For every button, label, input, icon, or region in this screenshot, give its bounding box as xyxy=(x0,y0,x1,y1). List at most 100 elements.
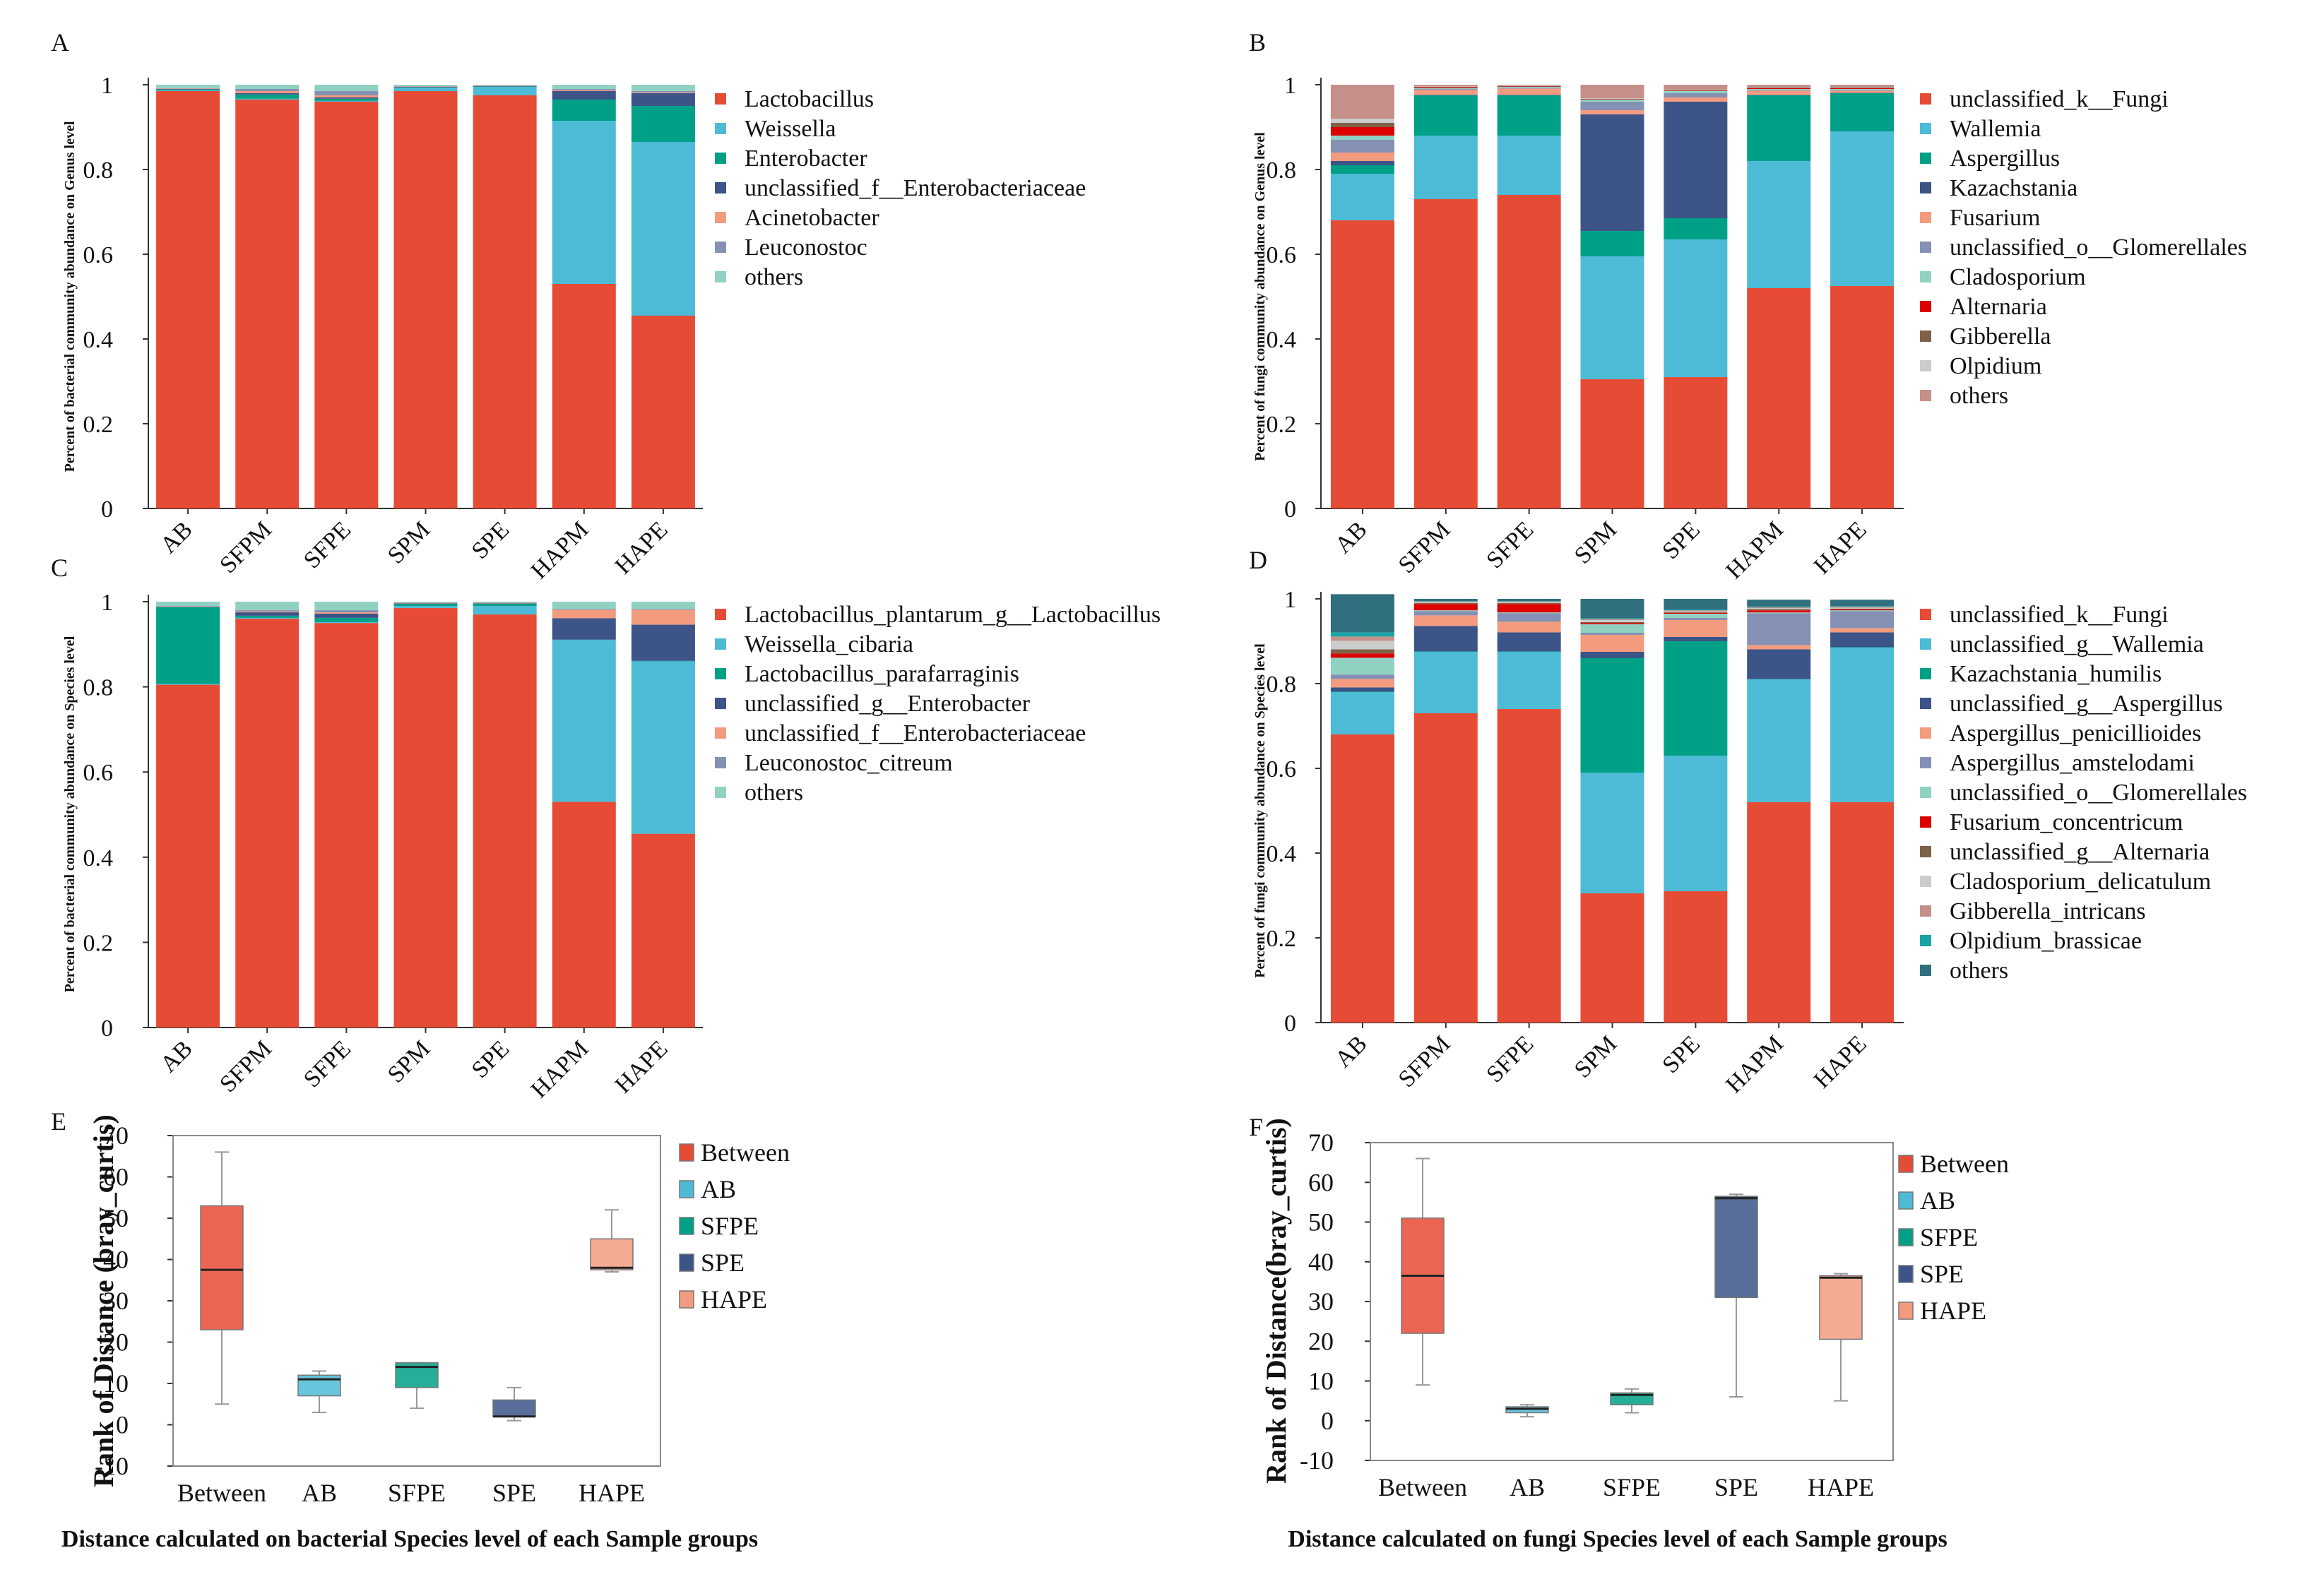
bar-segment-spm-5 xyxy=(1580,102,1644,110)
panel-label: B xyxy=(1249,28,1266,56)
bar-segment-sfpe-8 xyxy=(1497,603,1561,605)
bar-segment-spm-9 xyxy=(1580,98,1644,99)
bar-segment-sfpm-0 xyxy=(1413,713,1478,1023)
bar-segment-sfpm-2 xyxy=(235,615,300,618)
bar-segment-spe-1 xyxy=(473,606,537,615)
bar-segment-spe-11 xyxy=(1664,609,1728,611)
legend-label: Fusarium xyxy=(1950,205,2040,231)
legend-swatch xyxy=(1920,846,1931,857)
bar-segment-ab-6 xyxy=(156,602,220,607)
legend-swatch xyxy=(1920,668,1931,679)
y-axis-title: Percent of bacterial community abundance… xyxy=(62,121,78,472)
legend-swatch xyxy=(715,182,726,193)
bar-segment-hapm-10 xyxy=(1747,85,1811,87)
y-axis-title: Rank of Distance (bray_curtis) xyxy=(88,1114,119,1487)
chart-panel-d: D 0 0.2 0.4 0.6 0.8 1 Percent of fungi communit… xyxy=(1249,546,2247,1098)
bar-segment-spm-6 xyxy=(393,85,458,86)
bar-segment-spm-12 xyxy=(1580,599,1644,619)
bar-segment-hapm-3 xyxy=(552,618,616,640)
panel-label: D xyxy=(1249,546,1267,574)
box-spe-iqr xyxy=(492,1399,536,1417)
y-tick-label: 0 xyxy=(1284,496,1296,523)
bar-segment-sfpe-6 xyxy=(1497,612,1561,614)
legend-swatch xyxy=(1920,935,1931,946)
x-tick-label: SFPE xyxy=(1603,1473,1661,1501)
bar-segment-hapm-6 xyxy=(1747,612,1811,614)
bar-segment-sfpe-6 xyxy=(1497,87,1561,88)
x-tick-label: SPE xyxy=(467,1035,515,1083)
y-tick-label: 0.6 xyxy=(83,242,114,268)
x-tick-label: AB xyxy=(1330,516,1373,559)
bar-segment-hapm-3 xyxy=(1747,649,1811,679)
bar-segment-ab-4 xyxy=(156,88,220,89)
legend-swatch xyxy=(1920,153,1931,164)
legend-label: Aspergillus_penicillioides xyxy=(1950,720,2201,746)
y-tick-label: 0 xyxy=(116,1411,129,1439)
bar-segment-ab-5 xyxy=(1330,140,1394,153)
legend-label: unclassified_k__Fungi xyxy=(1950,86,2169,112)
bar-segment-spm-9 xyxy=(1580,620,1644,622)
y-tick-label: 50 xyxy=(1308,1208,1334,1237)
bar-segment-hape-2 xyxy=(631,106,695,142)
bar-segment-sfpm-0 xyxy=(1413,199,1478,508)
y-tick-label: -10 xyxy=(95,1452,129,1480)
legend-swatch xyxy=(715,271,726,282)
y-tick-label: 20 xyxy=(103,1328,129,1357)
bar-segment-sfpm-8 xyxy=(1413,87,1478,88)
bar-segment-hapm-6 xyxy=(552,85,616,89)
legend-swatch xyxy=(1920,905,1931,917)
bar-segment-spe-2 xyxy=(1664,218,1728,239)
bar-segment-sfpm-1 xyxy=(1413,652,1478,713)
legend-swatch xyxy=(1920,757,1931,768)
y-tick-label: 0.4 xyxy=(1267,841,1297,867)
bar-segment-hape-5 xyxy=(631,91,695,93)
y-tick-label: 1 xyxy=(101,73,113,99)
bar-segment-ab-11 xyxy=(1330,632,1394,637)
x-tick-label: SFPM xyxy=(1394,1030,1456,1092)
bar-segment-hapm-2 xyxy=(552,639,616,641)
legend-label: Lactobacillus_plantarum_g__Lactobacillus xyxy=(745,602,1161,628)
bar-segment-sfpe-7 xyxy=(1497,86,1561,87)
legend-label: unclassified_g__Aspergillus xyxy=(1950,691,2223,717)
x-tick-label: HAPM xyxy=(526,1035,594,1103)
bar-segment-sfpm-0 xyxy=(235,100,300,508)
bar-segment-sfpm-3 xyxy=(235,612,300,616)
panel-label: C xyxy=(51,554,68,582)
legend-swatch xyxy=(1920,271,1931,282)
bar-segment-spe-1 xyxy=(1664,756,1728,891)
bar-segment-sfpm-1 xyxy=(1413,136,1478,199)
legend-swatch xyxy=(1920,242,1931,253)
y-tick-label: -10 xyxy=(1300,1446,1334,1475)
bar-segment-sfpm-11 xyxy=(1413,601,1478,602)
y-tick-label: 70 xyxy=(103,1121,129,1150)
y-tick-label: 30 xyxy=(1308,1287,1334,1316)
legend-swatch xyxy=(1920,965,1931,976)
bar-segment-spm-10 xyxy=(1580,85,1644,99)
bar-segment-sfpe-2 xyxy=(1497,651,1561,652)
bar-segment-hape-4 xyxy=(631,609,695,625)
bar-segment-sfpm-4 xyxy=(235,91,300,93)
legend-label: Leuconostoc xyxy=(745,234,867,261)
legend-swatch xyxy=(1898,1302,1914,1320)
bar-segment-spm-7 xyxy=(1580,623,1644,624)
x-tick-label: SPM xyxy=(1570,1030,1622,1083)
bar-segment-hape-0 xyxy=(631,833,695,1028)
bar-segment-ab-6 xyxy=(1330,657,1394,675)
x-tick-label: AB xyxy=(1330,1030,1373,1073)
legend-label: unclassified_f__Enterobacteriaceae xyxy=(745,175,1086,201)
bar-segment-hapm-6 xyxy=(1747,89,1811,90)
bar-segment-hape-0 xyxy=(1830,802,1895,1023)
bar-segment-spe-3 xyxy=(473,603,537,605)
bar-segment-sfpm-5 xyxy=(235,89,300,91)
bar-segment-ab-1 xyxy=(156,90,220,91)
bar-segment-hapm-12 xyxy=(1747,600,1811,607)
x-tick-label: SFPE xyxy=(299,516,356,573)
bar-segment-hape-7 xyxy=(1830,609,1895,611)
panel-label: E xyxy=(51,1107,66,1136)
legend-label: HAPE xyxy=(1920,1297,1986,1325)
bar-segment-hape-2 xyxy=(1830,93,1895,131)
bar-segment-hape-12 xyxy=(1830,600,1895,607)
bar-segment-sfpm-9 xyxy=(1413,86,1478,87)
chart-panel-c: C 0 0.2 0.4 0.6 0.8 1 Percent of bacterial comm… xyxy=(51,554,1161,1103)
legend-swatch xyxy=(1920,331,1931,342)
